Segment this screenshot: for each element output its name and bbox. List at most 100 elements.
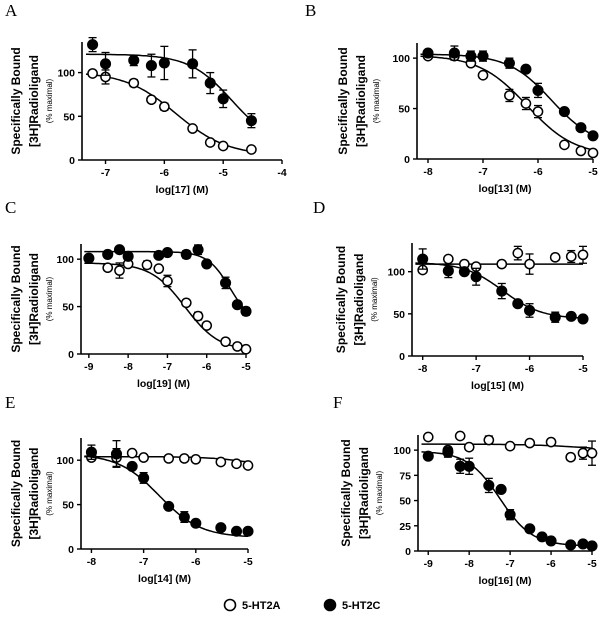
data-point <box>549 251 561 263</box>
y-tick-label: 100 <box>56 254 74 266</box>
x-tick-label: -5 <box>219 167 228 179</box>
data-point <box>442 253 454 265</box>
data-point <box>245 115 257 127</box>
data-point <box>231 299 243 311</box>
data-point <box>504 440 516 452</box>
data-point <box>187 58 199 70</box>
data-point <box>463 441 475 453</box>
series-5-HT2C <box>84 440 254 538</box>
data-point <box>192 310 204 322</box>
data-point <box>178 511 190 523</box>
y-tick-label: 100 <box>387 267 405 279</box>
data-point <box>545 535 557 547</box>
panel-letter: F <box>333 393 342 412</box>
data-point <box>442 446 454 458</box>
data-point <box>161 246 173 259</box>
data-point <box>417 253 429 265</box>
x-tick-label: -7 <box>471 363 480 375</box>
data-point <box>448 47 460 59</box>
data-point <box>204 137 216 148</box>
data-point <box>503 57 515 69</box>
data-point <box>524 258 535 270</box>
data-point <box>575 145 587 157</box>
data-point <box>577 538 589 550</box>
x-axis-label: log[14] (M) <box>138 573 191 585</box>
data-point <box>565 310 577 322</box>
fit-curve <box>85 73 252 153</box>
y-axis-label-line: (% maximal) <box>45 78 54 123</box>
data-point <box>587 130 599 142</box>
data-point <box>524 304 536 317</box>
legend-label: 5-HT2C <box>342 600 381 612</box>
y-tick-label: 0 <box>404 154 410 166</box>
x-tick-label: -8 <box>465 558 474 570</box>
data-point <box>158 57 170 69</box>
x-tick-label: -8 <box>87 556 96 568</box>
data-point <box>204 77 216 89</box>
x-tick-label: -6 <box>525 363 534 375</box>
data-point <box>215 522 227 534</box>
series-5-HT2A <box>415 245 589 276</box>
data-point <box>422 431 434 443</box>
data-point <box>128 77 140 89</box>
y-tick-label: 50 <box>398 104 410 116</box>
y-tick-label: 50 <box>393 309 405 321</box>
fit-curve <box>420 55 594 151</box>
data-point <box>163 453 175 464</box>
data-point <box>146 94 157 106</box>
x-tick-label: -7 <box>101 167 110 179</box>
legend-label: 5-HT2A <box>242 600 281 612</box>
data-point <box>545 436 557 448</box>
y-axis-label-line: Specifically Bound <box>9 245 23 352</box>
data-point <box>442 265 454 277</box>
fit-curve <box>86 53 252 121</box>
data-point <box>532 106 544 117</box>
x-axis-label: log[16] (M) <box>478 575 531 587</box>
data-point <box>145 60 157 72</box>
panel-B: B -8 -7 -6 -5 0 50 100 log[13] (M) Specifically B… <box>305 1 599 195</box>
data-point <box>422 450 434 462</box>
data-point <box>536 531 548 543</box>
panel-F: F -9 -8 -7 -6 -5 0 25 50 75 100 log[16] (M) Specific… <box>333 393 598 587</box>
fit-curve <box>421 451 592 547</box>
data-point <box>114 265 125 276</box>
data-point <box>162 275 173 287</box>
y-axis-label-line: Specifically Bound <box>9 47 23 154</box>
data-point <box>458 266 470 278</box>
panel-C: C -9 -8 -7 -6 -5 0 50 100 log[19] (M) Specifically… <box>5 198 252 390</box>
data-point <box>496 258 508 270</box>
data-point <box>102 262 114 274</box>
data-point <box>495 483 507 496</box>
panel-D: D -8 -7 -6 -5 0 50 100 log[15] (M) Specifically B… <box>313 198 589 392</box>
data-point <box>215 456 227 468</box>
data-point <box>110 448 123 460</box>
y-tick-label: 100 <box>392 53 410 65</box>
series-5-HT2C <box>415 248 589 325</box>
data-point <box>577 313 589 325</box>
data-point <box>220 336 231 348</box>
panel-letter: E <box>5 393 15 412</box>
panel-letter: D <box>313 198 325 217</box>
data-point <box>85 446 97 458</box>
data-point <box>470 271 482 283</box>
y-axis-label-line: [3H]Radioligand <box>357 447 371 539</box>
series-5-HT2A <box>84 447 254 471</box>
data-point <box>549 311 561 323</box>
filled-circle-icon <box>323 598 337 612</box>
data-point <box>240 305 252 317</box>
data-point <box>524 523 536 535</box>
y-tick-label: 0 <box>68 349 74 361</box>
data-point <box>138 452 149 463</box>
data-point <box>163 500 175 512</box>
x-tick-label: -9 <box>84 361 93 373</box>
data-point <box>246 144 257 155</box>
data-point <box>187 123 198 134</box>
y-axis-label-line: (% maximal) <box>375 470 384 515</box>
data-point <box>113 244 126 256</box>
data-point <box>126 460 138 472</box>
data-point <box>565 451 577 463</box>
data-point <box>126 447 138 459</box>
data-point <box>99 58 112 70</box>
x-tick-label: -7 <box>139 556 148 568</box>
